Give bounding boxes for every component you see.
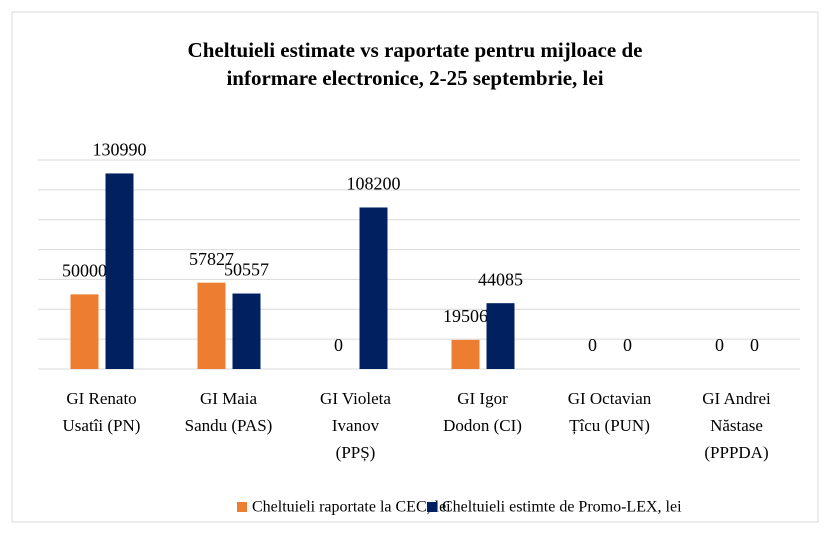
x-tick-label: GI Maia [200,389,258,408]
bar [486,303,515,369]
x-tick-label: (PPPDA) [704,443,768,462]
x-tick-label: GI Violeta [320,389,391,408]
chart-title: informare electronice, 2-25 septembrie, … [226,66,603,90]
data-label: 0 [334,335,343,355]
bar [359,207,388,369]
data-label: 0 [750,335,759,355]
legend-swatch [427,502,437,512]
x-tick-label: Usatîi (PN) [63,416,141,435]
bar [232,293,261,369]
data-label: 50000 [62,260,107,280]
x-tick-label: GI Andrei [702,389,771,408]
data-label: 0 [588,335,597,355]
data-label: 108200 [347,174,401,194]
x-tick-label: GI Renato [66,389,136,408]
data-label: 57827 [189,249,234,269]
x-tick-label: Ivanov [332,416,380,435]
data-label: 130990 [93,140,147,160]
x-tick-label: Țîcu (PUN) [569,416,650,435]
legend-swatch [237,502,247,512]
chart-border [11,11,819,523]
x-tick-label: Sandu (PAS) [185,416,273,435]
bar [451,339,480,369]
legend-label: Cheltuieli estimte de Promo-LEX, lei [442,499,682,516]
bar [70,294,99,369]
x-tick-label: Năstase [710,416,763,435]
data-label: 19506 [443,306,488,326]
x-tick-label: Dodon (CI) [443,416,522,435]
legend-label: Cheltuieli raportate la CEC, lei [252,499,451,516]
data-label: 0 [623,335,632,355]
data-label: 44085 [478,269,523,289]
data-label: 0 [715,335,724,355]
x-tick-label: GI Igor [457,389,508,408]
x-tick-label: (PPȘ) [336,443,376,462]
chart-title: Cheltuieli estimate vs raportate pentru … [188,38,643,62]
data-label: 50557 [224,260,269,280]
x-tick-label: GI Octavian [568,389,652,408]
bar [197,282,226,369]
bar [105,173,134,369]
